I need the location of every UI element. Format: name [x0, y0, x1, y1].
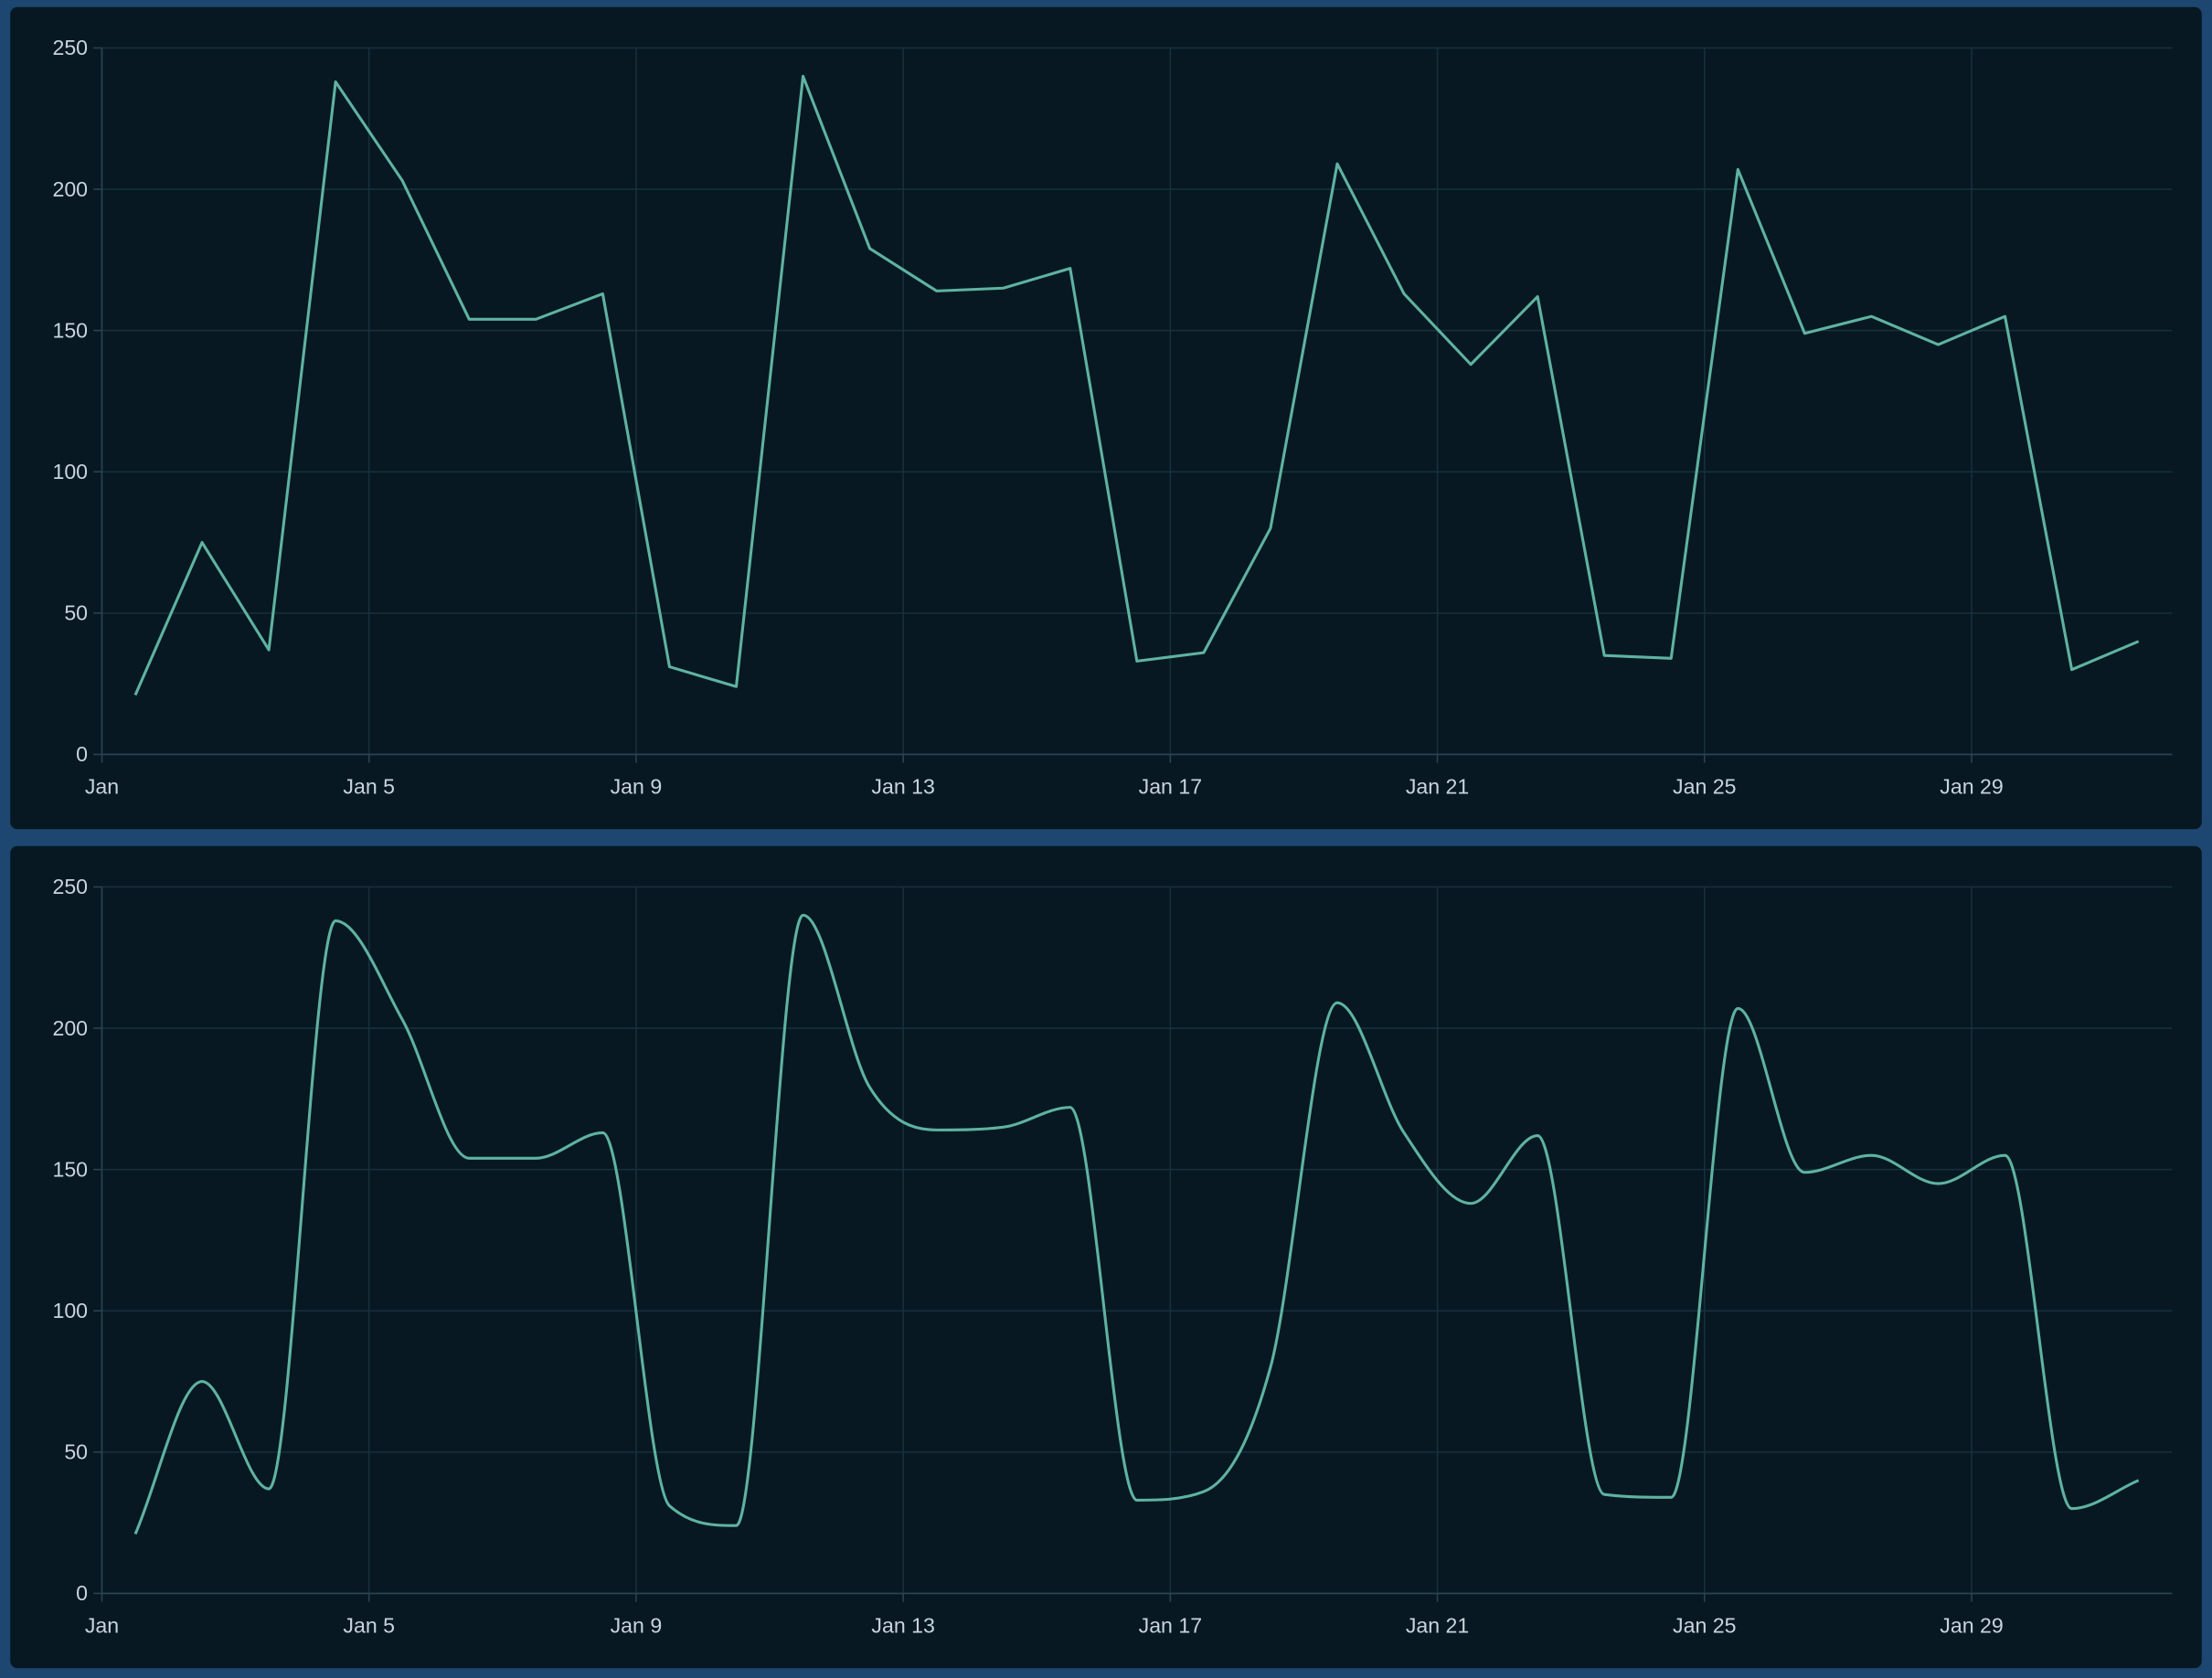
y-tick-label: 200: [52, 1016, 88, 1040]
chart-panel-linear: 0 50 100 150 200 250 Jan Jan 5 Jan 9 Jan 13 Jan 17…: [10, 6, 2202, 830]
y-tick-label: 150: [52, 1157, 88, 1181]
y-tick-label: 250: [52, 875, 88, 898]
x-tick-label: Jan 9: [611, 1614, 663, 1638]
y-tick-label: 0: [76, 1581, 88, 1605]
y-tick-label: 50: [64, 601, 88, 625]
x-tick-label: Jan 9: [611, 775, 663, 799]
x-tick-label: Jan 13: [871, 775, 934, 799]
panel-background: [10, 845, 2202, 1669]
y-tick-label: 250: [52, 36, 88, 59]
y-tick-label: 100: [52, 1299, 88, 1322]
y-tick-label: 100: [52, 460, 88, 483]
chart-panel-smooth: 0 50 100 150 200 250 Jan Jan 5 Jan 9 Jan 13 Jan 17…: [10, 845, 2202, 1669]
x-tick-label: Jan 5: [343, 1614, 395, 1638]
x-tick-label: Jan: [85, 775, 119, 799]
x-tick-label: Jan 5: [343, 775, 395, 799]
y-tick-label: 150: [52, 318, 88, 342]
x-tick-label: Jan 17: [1139, 1614, 1202, 1638]
series-line: [133, 74, 2140, 696]
x-tick-label: Jan 29: [1940, 1614, 2003, 1638]
panel-background: [10, 6, 2202, 830]
y-tick-label: 200: [52, 177, 88, 201]
x-tick-label: Jan 17: [1139, 775, 1202, 799]
x-tick-label: Jan: [85, 1614, 119, 1638]
x-tick-label: Jan 21: [1406, 1614, 1469, 1638]
x-tick-label: Jan 29: [1940, 775, 2003, 799]
x-tick-label: Jan 21: [1406, 775, 1469, 799]
x-tick-label: Jan 13: [871, 1614, 934, 1638]
x-tick-label: Jan 25: [1673, 1614, 1736, 1638]
y-tick-label: 50: [64, 1440, 88, 1464]
x-tick-label: Jan 25: [1673, 775, 1736, 799]
series-line: [133, 913, 2140, 1535]
y-tick-label: 0: [76, 742, 88, 766]
